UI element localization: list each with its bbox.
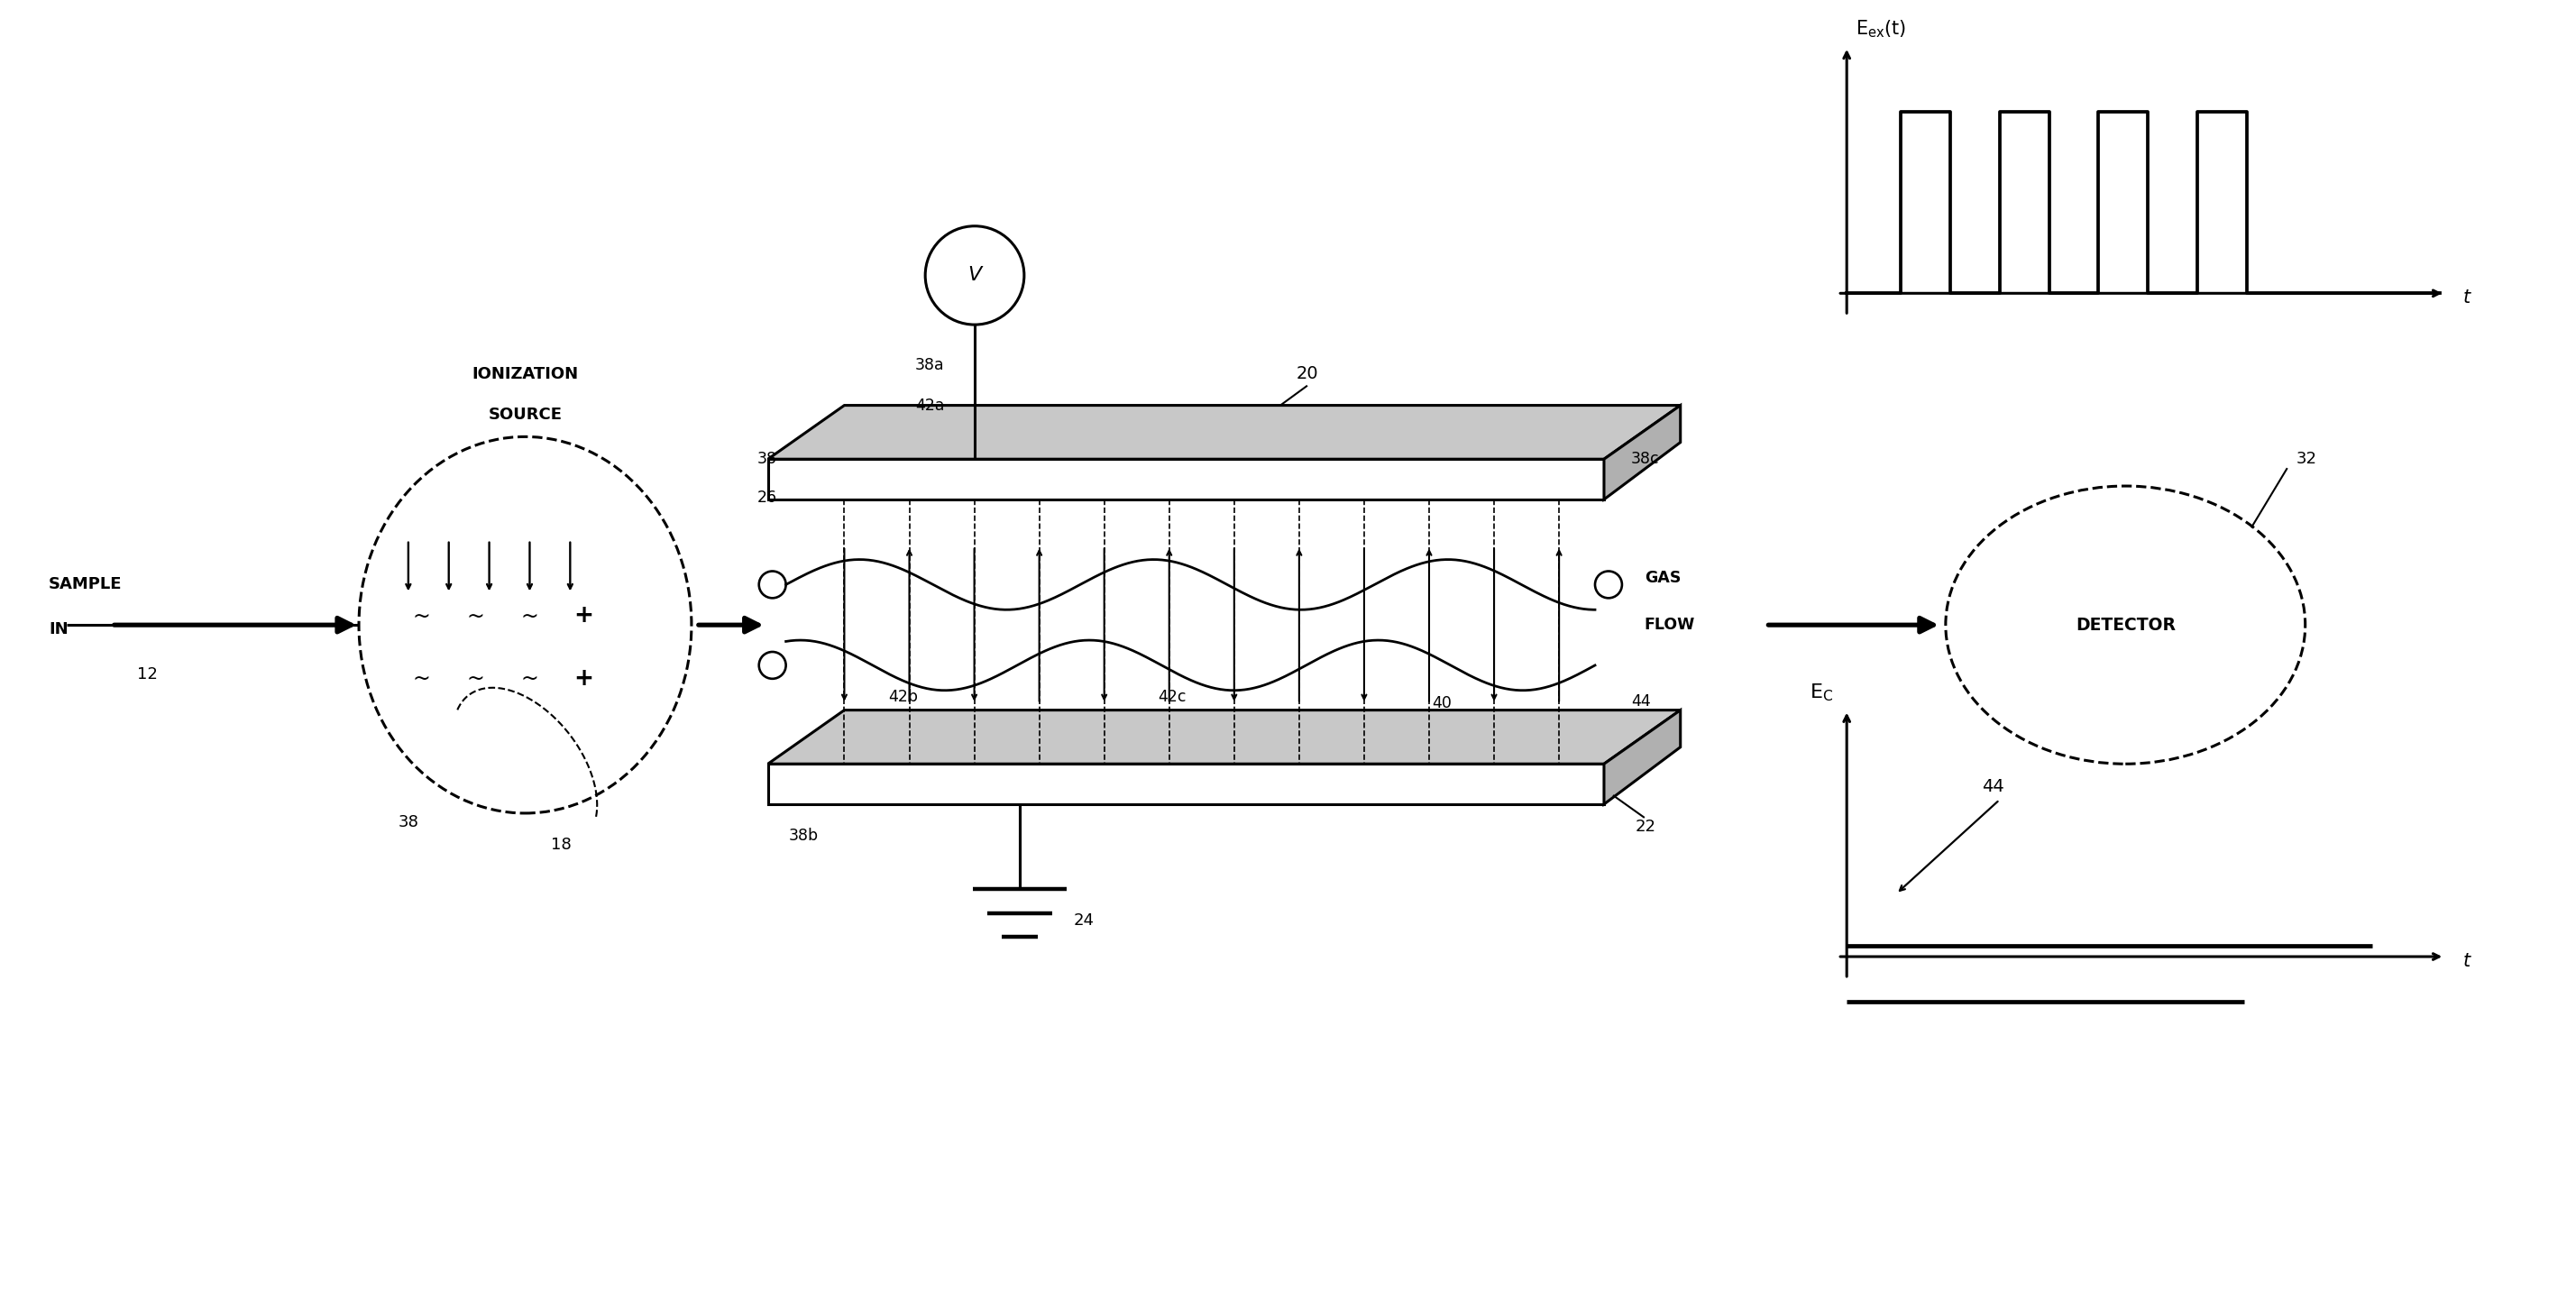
Text: 18: 18 — [551, 837, 572, 852]
Polygon shape — [1605, 710, 1680, 804]
Polygon shape — [768, 406, 1680, 459]
Polygon shape — [768, 710, 1680, 764]
Text: 20: 20 — [1296, 366, 1319, 382]
Text: t: t — [2463, 289, 2470, 307]
Text: ~: ~ — [466, 667, 484, 690]
Text: 38: 38 — [399, 814, 420, 830]
Text: $\mathregular{E_C}$: $\mathregular{E_C}$ — [1808, 682, 1834, 703]
Text: 44: 44 — [1631, 693, 1651, 709]
Text: 38b: 38b — [788, 827, 819, 844]
Text: 22: 22 — [1636, 818, 1656, 835]
Text: 40: 40 — [1432, 695, 1453, 712]
Text: 12: 12 — [137, 666, 157, 682]
Text: 38c: 38c — [1631, 451, 1659, 467]
Text: $\mathregular{E_{ex}}$(t): $\mathregular{E_{ex}}$(t) — [1855, 18, 1906, 39]
Text: 26: 26 — [757, 489, 778, 506]
Text: ~: ~ — [412, 605, 430, 627]
Text: ~: ~ — [520, 667, 538, 690]
Text: SOURCE: SOURCE — [489, 406, 562, 423]
Text: 32: 32 — [2295, 451, 2316, 467]
Text: t: t — [2463, 952, 2470, 971]
Text: DETECTOR: DETECTOR — [2076, 617, 2177, 634]
Text: 24: 24 — [1074, 912, 1095, 929]
Ellipse shape — [1945, 487, 2306, 764]
Text: 38a: 38a — [914, 356, 945, 373]
Text: ~: ~ — [412, 667, 430, 690]
Text: 44: 44 — [1981, 778, 2004, 795]
Text: ~: ~ — [520, 605, 538, 627]
Text: FLOW: FLOW — [1643, 617, 1695, 634]
Text: SAMPLE: SAMPLE — [49, 576, 121, 593]
Text: V: V — [969, 267, 981, 285]
Text: +: + — [574, 667, 592, 691]
Polygon shape — [768, 764, 1605, 804]
Text: 42c: 42c — [1159, 688, 1188, 705]
Text: 38: 38 — [757, 451, 778, 467]
Text: GAS: GAS — [1643, 570, 1682, 587]
Ellipse shape — [358, 437, 690, 813]
Text: +: + — [574, 604, 592, 627]
Text: IONIZATION: IONIZATION — [471, 366, 580, 382]
Text: 42a: 42a — [914, 397, 945, 414]
Text: ~: ~ — [466, 605, 484, 627]
Text: IN: IN — [49, 622, 67, 637]
Polygon shape — [768, 459, 1605, 500]
Polygon shape — [1605, 406, 1680, 500]
Text: 42b: 42b — [889, 688, 917, 705]
